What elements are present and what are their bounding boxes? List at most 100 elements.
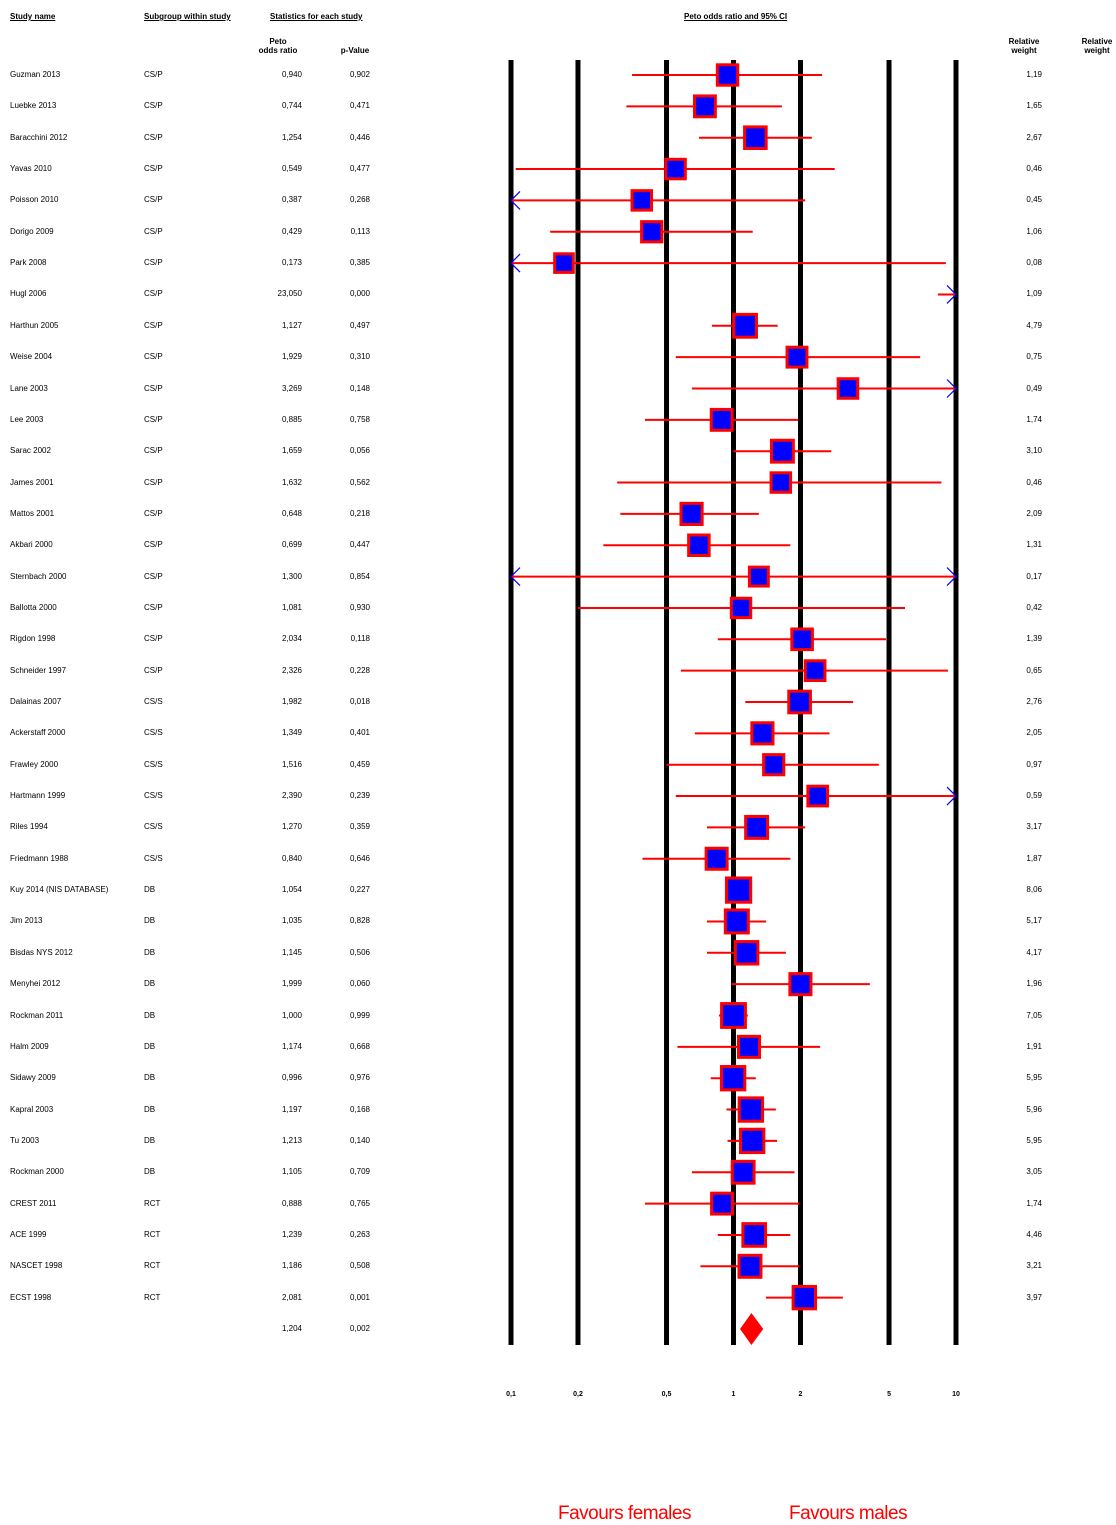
study-name: Dorigo 2009 <box>10 226 54 236</box>
point-estimate <box>679 501 704 526</box>
ci-arrow-right <box>946 379 957 398</box>
study-odds-ratio: 1,145 <box>281 947 302 957</box>
point-estimate <box>806 784 830 808</box>
study-subgroup: CS/P <box>144 571 163 581</box>
study-p-value: 0,056 <box>349 446 370 456</box>
study-odds-ratio: 0,387 <box>281 195 302 205</box>
study-odds-ratio: 0,996 <box>281 1073 302 1083</box>
study-relative-weight: 1,74 <box>1026 414 1042 424</box>
point-estimate <box>744 814 770 840</box>
study-name: Jim 2013 <box>10 916 43 926</box>
study-name: NASCET 1998 <box>10 1261 63 1271</box>
study-name: Hartmann 1999 <box>10 791 66 801</box>
study-odds-ratio: 0,699 <box>281 540 302 550</box>
point-estimate <box>704 846 729 871</box>
study-relative-weight: 5,17 <box>1026 916 1042 926</box>
header-plot-title: Peto odds ratio and 95% CI <box>684 12 788 21</box>
study-p-value: 0,976 <box>349 1073 370 1083</box>
point-estimate <box>733 940 760 966</box>
study-name: Halm 2009 <box>10 1041 49 1051</box>
point-estimate <box>738 1127 766 1155</box>
study-subgroup: CS/S <box>144 759 163 769</box>
point-estimate <box>785 345 809 369</box>
study-subgroup: CS/P <box>144 101 163 111</box>
study-name: Lee 2003 <box>10 414 44 424</box>
study-relative-weight: 3,21 <box>1026 1261 1042 1271</box>
study-p-value: 0,060 <box>349 979 370 989</box>
study-subgroup: CS/P <box>144 195 163 205</box>
study-name: Tu 2003 <box>10 1135 40 1145</box>
study-subgroup: CS/P <box>144 446 163 456</box>
study-odds-ratio: 1,105 <box>281 1167 302 1177</box>
point-estimate <box>664 157 687 181</box>
study-subgroup: CS/S <box>144 853 163 863</box>
study-p-value: 0,218 <box>349 508 370 518</box>
study-relative-weight: 0,08 <box>1026 258 1042 268</box>
point-estimate <box>687 533 711 558</box>
study-relative-weight: 0,97 <box>1026 759 1042 769</box>
study-p-value: 0,508 <box>349 1261 370 1271</box>
study-relative-weight: 2,09 <box>1026 508 1042 518</box>
study-odds-ratio: 2,326 <box>281 665 302 675</box>
ci-arrow-left <box>510 567 521 587</box>
point-estimate <box>791 1284 818 1311</box>
study-name: Park 2008 <box>10 258 47 268</box>
study-odds-ratio: 1,239 <box>281 1229 302 1239</box>
study-name: Frawley 2000 <box>10 759 59 769</box>
study-relative-weight: 5,95 <box>1026 1135 1042 1145</box>
study-subgroup: CS/P <box>144 258 163 268</box>
study-name: Menyhei 2012 <box>10 979 61 989</box>
study-odds-ratio: 1,349 <box>281 728 302 738</box>
study-odds-ratio: 0,744 <box>281 101 302 111</box>
study-p-value: 0,263 <box>349 1229 370 1239</box>
study-p-value: 0,239 <box>349 791 370 801</box>
study-odds-ratio: 0,648 <box>281 508 302 518</box>
point-estimate <box>790 627 814 652</box>
ci-arrow-left <box>510 253 521 273</box>
study-subgroup: CS/P <box>144 634 163 644</box>
point-estimate <box>719 1065 747 1092</box>
study-p-value: 0,268 <box>349 195 370 205</box>
study-p-value: 0,018 <box>349 697 370 706</box>
study-p-value: 0,118 <box>350 634 370 644</box>
study-subgroup: DB <box>144 1010 156 1020</box>
study-subgroup: CS/S <box>144 791 163 801</box>
study-p-value: 0,148 <box>349 383 370 393</box>
study-subgroup: CS/P <box>144 164 163 174</box>
study-p-value: 0,140 <box>349 1135 370 1145</box>
study-name: Dalainas 2007 <box>10 697 62 706</box>
point-estimate <box>741 1222 768 1248</box>
study-odds-ratio: 0,940 <box>281 70 302 79</box>
study-relative-weight: 0,45 <box>1026 195 1042 205</box>
study-subgroup: DB <box>144 1073 156 1083</box>
study-relative-weight: 1,06 <box>1026 226 1042 236</box>
study-p-value: 0,646 <box>349 853 370 863</box>
study-subgroup: DB <box>144 1167 156 1177</box>
summary-odds-ratio: 1,204 <box>281 1324 302 1333</box>
point-estimate <box>723 908 750 935</box>
study-p-value: 0,113 <box>350 226 370 236</box>
study-name: CREST 2011 <box>10 1198 57 1208</box>
study-subgroup: CS/P <box>144 289 163 299</box>
study-name: Riles 1994 <box>10 822 48 832</box>
study-p-value: 0,562 <box>349 477 370 487</box>
study-relative-weight: 1,39 <box>1026 634 1042 644</box>
study-name: Guzman 2013 <box>10 70 61 79</box>
study-subgroup: DB <box>144 916 156 926</box>
study-subgroup: RCT <box>144 1261 161 1271</box>
study-p-value: 0,000 <box>349 289 370 299</box>
study-odds-ratio: 1,982 <box>281 697 302 706</box>
study-relative-weight: 1,96 <box>1026 979 1042 989</box>
study-odds-ratio: 1,213 <box>281 1135 302 1145</box>
ci-arrow-right <box>946 567 957 587</box>
study-relative-weight: 3,17 <box>1026 822 1042 832</box>
study-odds-ratio: 2,081 <box>281 1292 302 1302</box>
study-p-value: 0,477 <box>349 164 370 174</box>
study-relative-weight: 1,74 <box>1026 1198 1042 1208</box>
study-relative-weight: 3,10 <box>1026 446 1042 456</box>
study-odds-ratio: 1,054 <box>281 885 302 895</box>
study-p-value: 0,709 <box>349 1167 370 1177</box>
study-name: ECST 1998 <box>10 1292 52 1302</box>
study-name: Friedmann 1988 <box>10 853 69 863</box>
study-name: Kuy 2014 (NIS DATABASE) <box>10 885 109 895</box>
